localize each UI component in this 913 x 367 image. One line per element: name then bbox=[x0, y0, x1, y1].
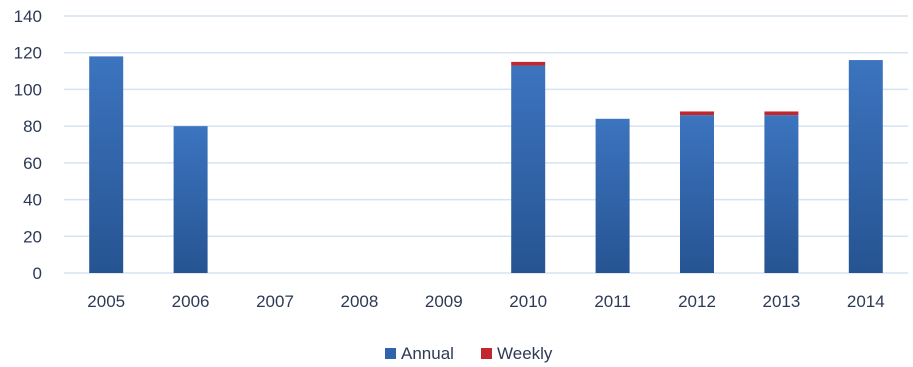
legend: Annual Weekly bbox=[385, 344, 553, 363]
x-tick-label: 2007 bbox=[256, 292, 294, 311]
bar-annual-2014 bbox=[848, 60, 883, 273]
bars bbox=[89, 56, 883, 274]
bar-annual-2010 bbox=[511, 65, 546, 273]
x-tick-label: 2011 bbox=[594, 292, 631, 311]
x-tick-label: 2013 bbox=[762, 292, 800, 311]
bar-weekly-2010 bbox=[511, 61, 546, 66]
x-tick-label: 2006 bbox=[172, 292, 210, 311]
y-tick-label: 120 bbox=[14, 44, 42, 63]
bar-annual-2011 bbox=[595, 118, 630, 273]
y-tick-label: 0 bbox=[33, 264, 42, 283]
y-tick-label: 40 bbox=[23, 191, 42, 210]
x-axis: 2005 2006 2007 2008 2009 2010 2011 2012 2013 2014 bbox=[87, 292, 884, 311]
bar-annual-2013 bbox=[764, 115, 799, 273]
bar-annual-2006 bbox=[173, 126, 208, 274]
y-tick-label: 140 bbox=[14, 7, 42, 26]
legend-label-weekly: Weekly bbox=[497, 344, 553, 363]
y-tick-label: 20 bbox=[23, 227, 42, 246]
y-tick-label: 100 bbox=[14, 80, 42, 99]
x-tick-label: 2009 bbox=[425, 292, 463, 311]
legend-swatch-weekly bbox=[481, 348, 492, 359]
legend-label-annual: Annual bbox=[401, 344, 454, 363]
bar-weekly-2013 bbox=[764, 111, 799, 116]
legend-swatch-annual bbox=[385, 348, 396, 359]
x-tick-label: 2005 bbox=[87, 292, 125, 311]
bar-annual-2012 bbox=[680, 115, 714, 273]
x-tick-label: 2012 bbox=[678, 292, 716, 311]
x-tick-label: 2008 bbox=[340, 292, 378, 311]
bar-annual-2005 bbox=[89, 56, 124, 274]
x-tick-label: 2014 bbox=[847, 292, 885, 311]
y-tick-label: 80 bbox=[23, 117, 42, 136]
bar-weekly-2012 bbox=[680, 111, 714, 116]
x-tick-label: 2010 bbox=[509, 292, 547, 311]
y-tick-label: 60 bbox=[23, 154, 42, 173]
y-axis: 0 20 40 60 80 100 120 140 bbox=[14, 7, 42, 283]
